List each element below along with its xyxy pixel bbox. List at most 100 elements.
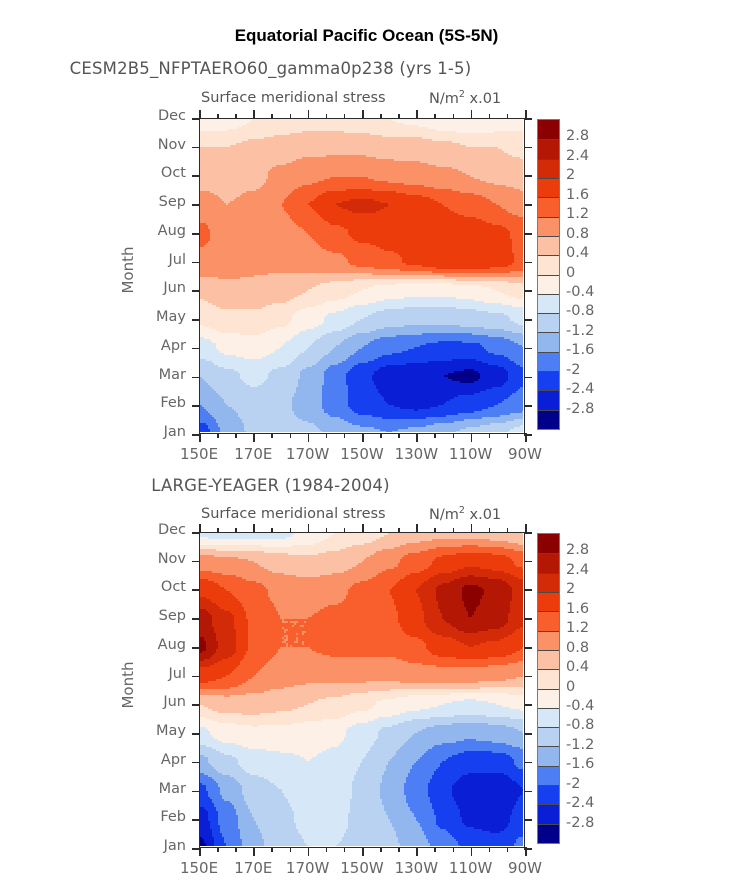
colorbar-tick-label: -1.6 (566, 756, 595, 773)
x-axis-tick-top-obs (362, 524, 364, 533)
y-axis-tick-label-obs: Feb (160, 809, 186, 826)
x-axis-minor-tick-obs (343, 847, 346, 852)
x-axis-minor-tick-top-obs (271, 528, 273, 533)
colorbar-swatch (538, 235, 559, 256)
y-axis-tick-model (192, 261, 200, 264)
y-axis-tick-obs (192, 790, 200, 793)
y-axis-tick-obs (192, 848, 200, 850)
y-axis-tick-model (192, 118, 200, 120)
colorbar-swatch (538, 216, 559, 236)
y-axis-tick-label-obs: Oct (160, 579, 186, 596)
colorbar-tick-label: -0.4 (566, 697, 595, 714)
colorbar-swatch (538, 611, 559, 631)
y-axis-tick-model (192, 146, 200, 149)
y-axis-tick-label-obs: Sep (158, 608, 186, 625)
x-axis-tick-model (307, 433, 310, 442)
plot-area-obs (199, 532, 525, 848)
x-axis-minor-tick-top-obs (488, 528, 491, 533)
x-axis-tick-top-obs (470, 524, 473, 533)
colorbar-swatch (538, 313, 559, 333)
colorbar-tick-label: 2.4 (566, 147, 590, 164)
x-axis-minor-tick-top-obs (452, 528, 454, 533)
y-axis-tick-model (192, 434, 200, 436)
y-axis-tick-model (192, 347, 200, 350)
colorbar-swatch (538, 274, 559, 294)
x-axis-tick-top-obs (416, 524, 418, 533)
colorbar-swatch (538, 823, 559, 843)
x-axis-minor-tick-model (434, 433, 436, 438)
y-axis-tick-right-model (524, 175, 532, 178)
x-axis-tick-label-model: 150E (179, 445, 219, 463)
y-axis-tick-label-obs: May (156, 723, 186, 740)
x-axis-minor-tick-top-model (452, 114, 454, 119)
colorbar-tick-label: -2.4 (566, 381, 595, 398)
x-axis-minor-tick-top-model (488, 114, 491, 119)
y-axis-tick-obs (192, 761, 200, 764)
contour-field (200, 533, 523, 846)
y-axis-tick-obs (192, 704, 200, 706)
contour-field (200, 119, 523, 432)
panel-subtitle-obs: Surface meridional stress (201, 506, 386, 522)
y-axis-tick-label-model: Jul (168, 251, 187, 268)
x-axis-minor-tick-model (452, 433, 454, 438)
y-axis-tick-right-model (524, 118, 532, 120)
colorbar-tick-label: -2 (566, 361, 581, 378)
x-axis-minor-tick-obs (506, 847, 509, 852)
panel-units-obs: N/m2 x.01 (429, 505, 502, 523)
panel-units-model: N/m2 x.01 (429, 89, 502, 107)
colorbar-tick-label: 0 (566, 264, 576, 281)
x-axis-tick-label-model: 170E (234, 445, 273, 463)
y-axis-tick-obs (192, 618, 200, 620)
x-axis-minor-tick-model (343, 433, 346, 438)
y-axis-tick-right-model (524, 204, 532, 206)
colorbar-swatch (538, 572, 559, 592)
y-axis-tick-label-obs: Dec (157, 522, 186, 538)
colorbar-tick-label: -1.2 (566, 736, 595, 753)
colorbar-tick-label: 0.4 (566, 245, 590, 262)
x-axis-tick-obs (525, 847, 527, 856)
y-axis-tick-model (192, 175, 200, 178)
colorbar-tick-label: 1.6 (566, 600, 590, 617)
x-axis-minor-tick-top-model (343, 114, 346, 119)
x-axis-minor-tick-top-obs (434, 528, 436, 533)
colorbar-tick-label: -2 (566, 775, 581, 792)
x-axis-minor-tick-top-obs (380, 528, 382, 533)
x-axis-minor-tick-obs (488, 847, 491, 852)
x-axis-tick-model (253, 433, 255, 442)
colorbar-tick-label: 2.8 (566, 542, 590, 559)
y-axis-tick-model (192, 232, 200, 235)
y-axis-tick-label-obs: Jan (163, 838, 186, 854)
y-axis-tick-right-obs (524, 819, 532, 821)
x-axis-tick-obs (253, 847, 255, 856)
y-axis-tick-right-model (524, 290, 532, 292)
y-axis-tick-label-model: Jan (163, 424, 186, 440)
x-axis-tick-label-obs: 110W (448, 859, 493, 877)
y-axis-tick-right-obs (524, 733, 532, 735)
y-axis-tick-obs (192, 589, 200, 592)
y-axis-tick-right-obs (524, 532, 532, 534)
y-axis-tick-label-model: Jun (163, 280, 186, 297)
y-axis-tick-model (192, 405, 200, 407)
y-axis-tick-label-model: Apr (160, 337, 186, 354)
y-axis-tick-model (192, 290, 200, 292)
x-axis-tick-model (416, 433, 418, 442)
y-axis-tick-right-model (524, 376, 532, 379)
x-axis-minor-tick-obs (398, 847, 400, 852)
x-axis-minor-tick-top-model (325, 114, 328, 119)
x-axis-minor-tick-obs (434, 847, 436, 852)
x-axis-minor-tick-top-model (235, 114, 237, 119)
colorbar-swatch (538, 177, 559, 198)
x-axis-minor-tick-model (398, 433, 400, 438)
x-axis-tick-label-model: 170W (285, 445, 330, 463)
y-axis-tick-label-model: Nov (157, 136, 186, 153)
y-axis-tick-right-model (524, 319, 532, 321)
y-axis-tick-obs (192, 733, 200, 735)
colorbar-swatch (538, 688, 559, 708)
y-axis-tick-label-model: Oct (160, 165, 186, 182)
x-axis-minor-tick-top-obs (235, 528, 237, 533)
x-axis-minor-tick-top-model (506, 114, 509, 119)
x-axis-tick-top-model (416, 110, 418, 119)
x-axis-tick-label-model: 150W (340, 445, 384, 463)
colorbar-tick-label: 1.2 (566, 206, 590, 223)
panel-title-model: CESM2B5_NFPTAERO60_gamma0p238 (yrs 1-5) (69, 59, 472, 78)
